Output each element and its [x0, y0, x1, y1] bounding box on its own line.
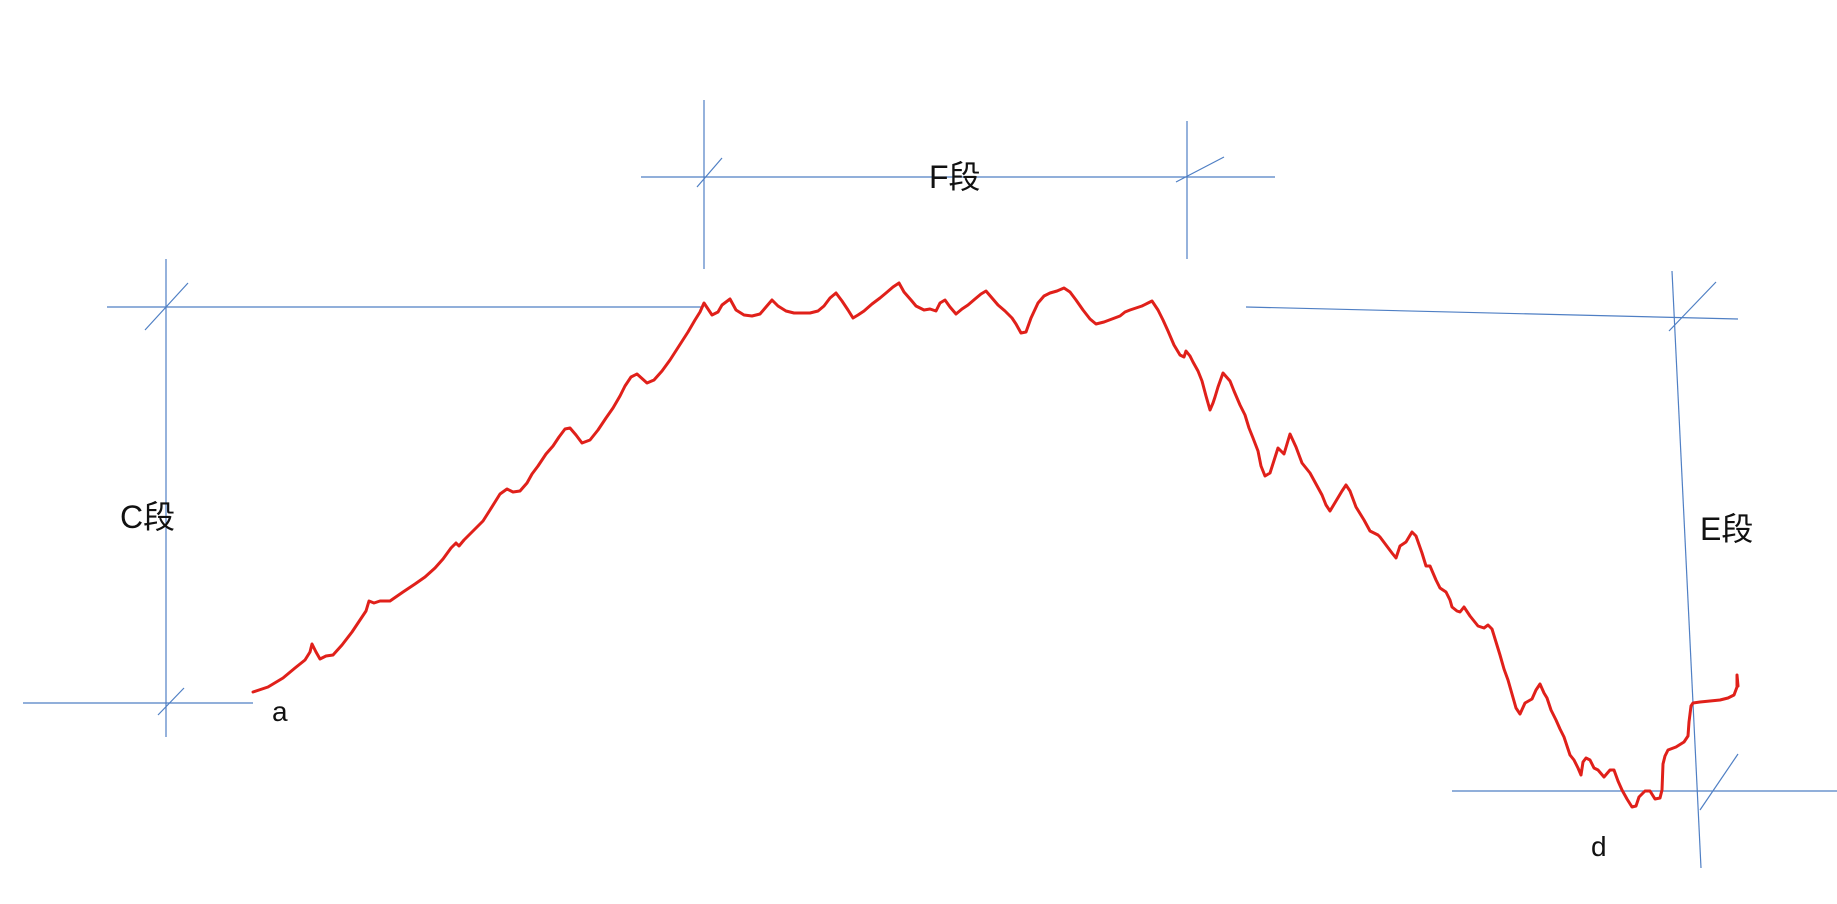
f-right-tick	[1175, 156, 1225, 183]
e-top-tick	[1668, 281, 1717, 332]
c-segment-dimension	[23, 259, 703, 737]
e-dimension-line	[1671, 270, 1702, 869]
profile-curve	[251, 281, 1740, 809]
c-bottom-tick	[157, 687, 185, 716]
e-segment-label: E段	[1700, 511, 1753, 547]
e-top-extension-line	[1245, 306, 1739, 320]
c-top-tick	[144, 282, 189, 331]
point-a-label: a	[272, 696, 288, 727]
f-left-tick	[696, 157, 723, 188]
f-segment-dimension	[641, 100, 1275, 269]
f-segment-label: F段	[929, 159, 981, 195]
e-bottom-tick	[1699, 753, 1739, 811]
c-segment-label: C段	[120, 499, 175, 535]
point-d-label: d	[1591, 831, 1607, 862]
e-segment-dimension	[1245, 270, 1837, 869]
